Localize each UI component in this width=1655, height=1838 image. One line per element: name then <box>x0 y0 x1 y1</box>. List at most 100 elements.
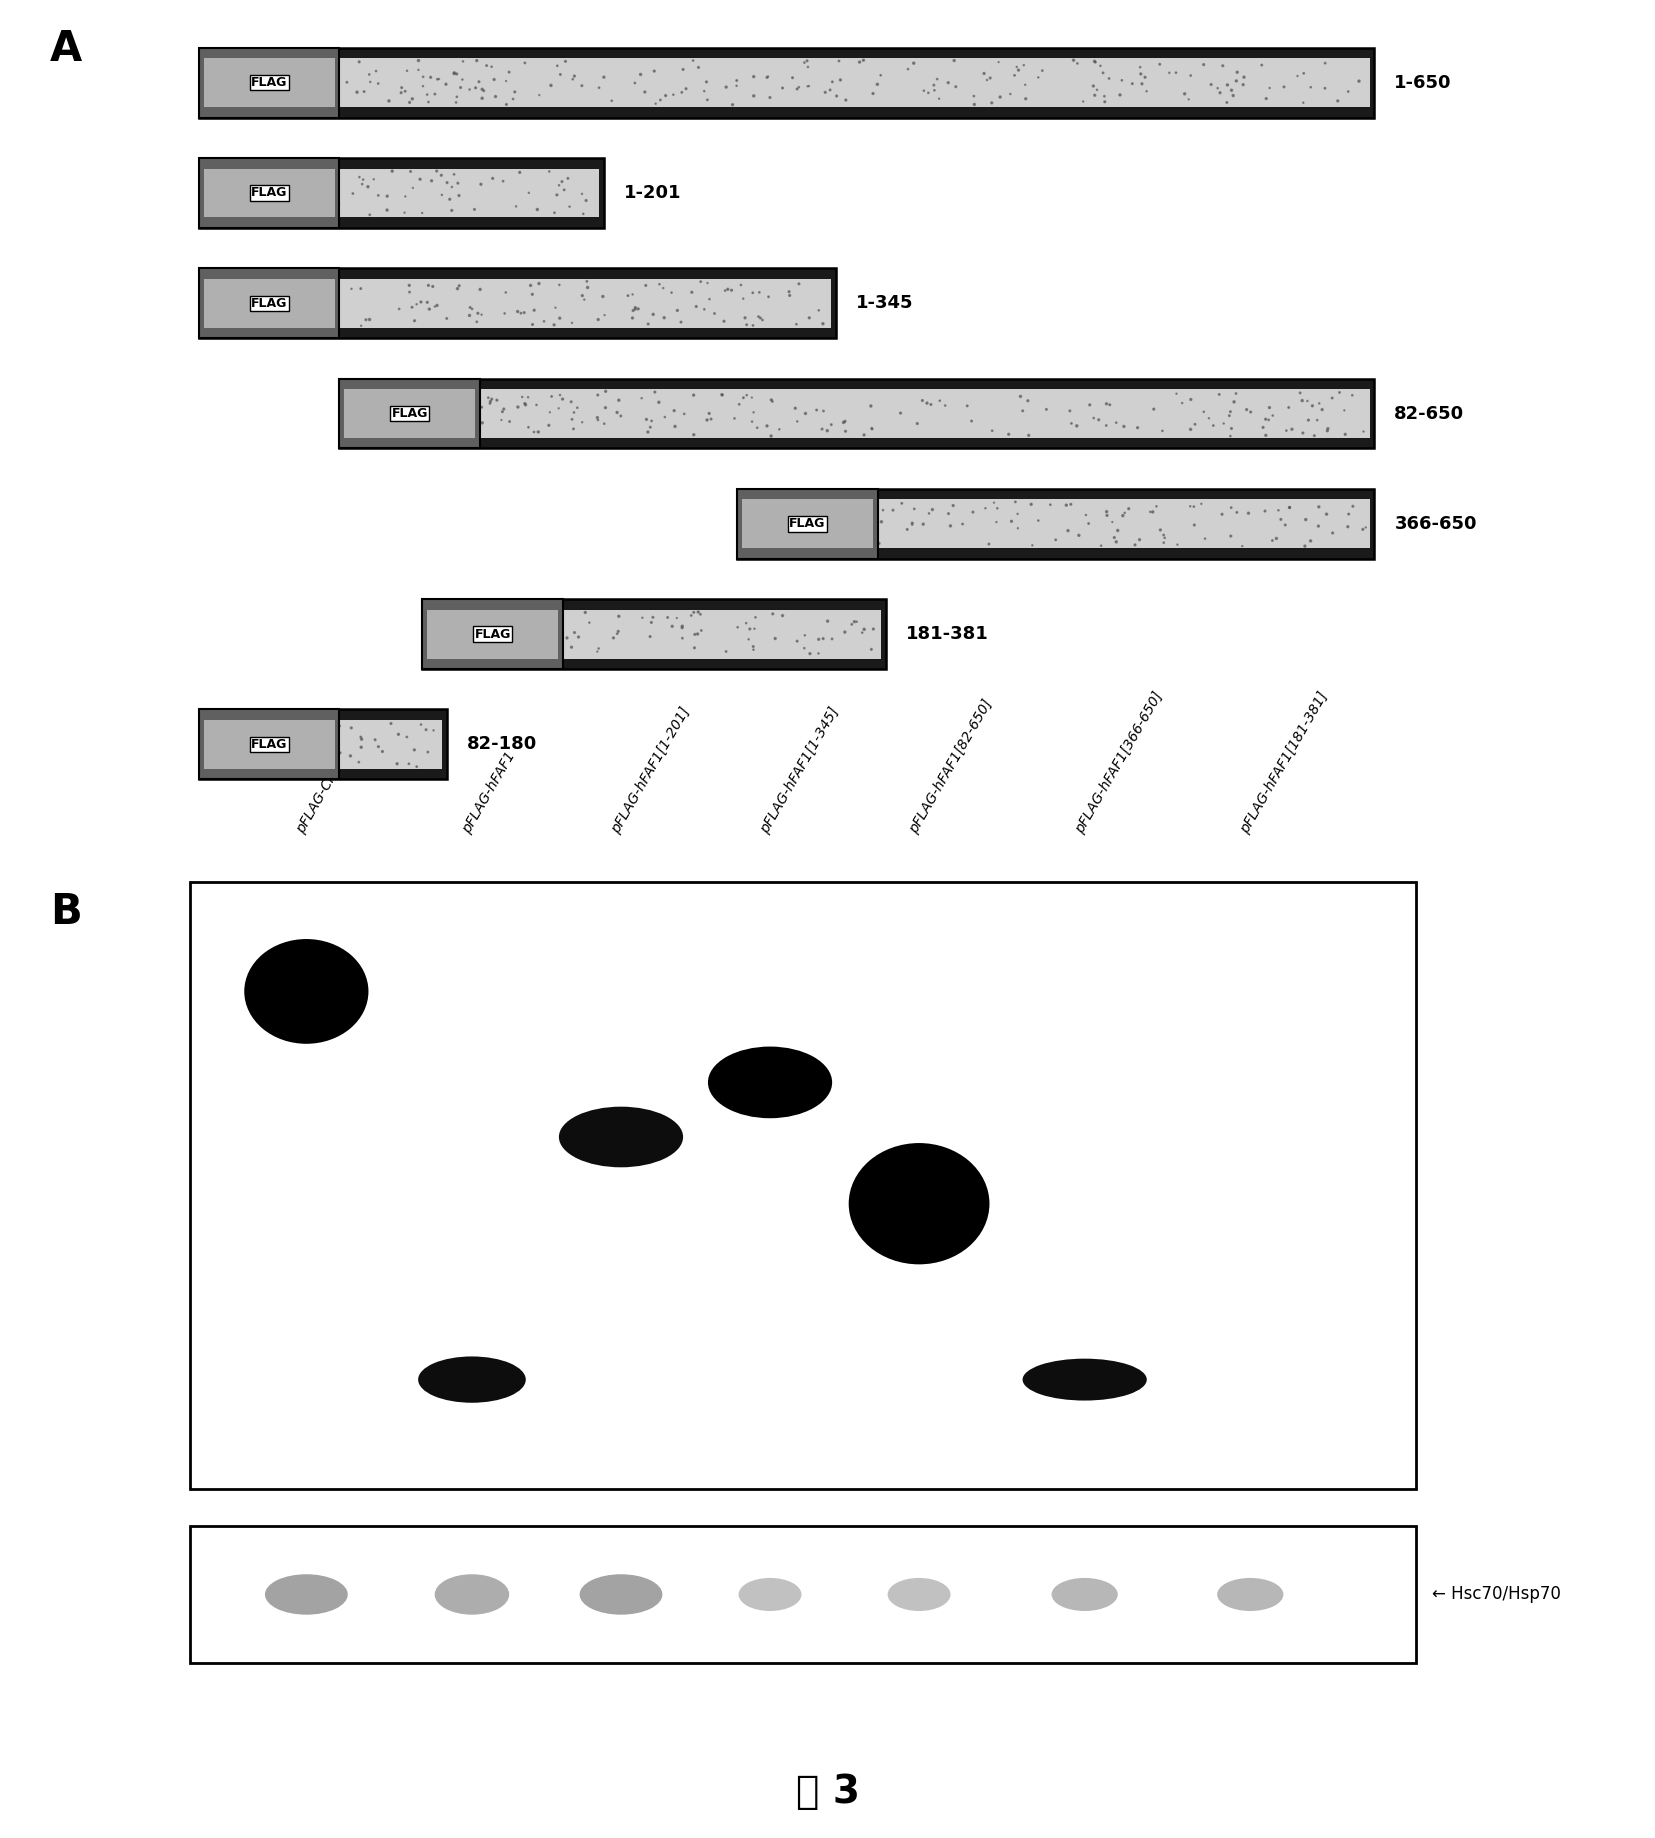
Point <box>293 173 319 202</box>
Point <box>391 199 417 228</box>
Bar <box>204 720 334 768</box>
Point <box>996 79 1023 108</box>
Point <box>501 77 528 107</box>
Point <box>645 270 672 300</box>
Point <box>1182 410 1208 439</box>
Point <box>723 612 750 641</box>
Point <box>546 380 573 410</box>
Point <box>407 709 434 739</box>
Point <box>558 404 584 434</box>
Point <box>725 390 751 419</box>
Point <box>775 278 801 307</box>
Point <box>258 285 285 314</box>
Point <box>859 414 885 443</box>
Point <box>482 612 508 641</box>
Point <box>619 296 645 325</box>
Point <box>326 189 353 219</box>
Point <box>387 77 414 107</box>
Point <box>1352 513 1379 542</box>
Point <box>887 399 914 428</box>
Point <box>1125 53 1152 83</box>
Point <box>1286 379 1312 408</box>
Point <box>1289 419 1316 448</box>
Bar <box>204 59 334 107</box>
Point <box>713 72 740 101</box>
Point <box>771 494 798 524</box>
Point <box>923 64 950 94</box>
Point <box>1081 46 1107 75</box>
Point <box>857 414 884 443</box>
Point <box>253 719 280 748</box>
Point <box>1259 401 1286 430</box>
Point <box>942 72 968 101</box>
Point <box>1024 62 1051 92</box>
Point <box>561 397 588 426</box>
Point <box>346 748 372 777</box>
Point <box>1203 74 1230 103</box>
Point <box>639 300 665 329</box>
Point <box>1003 500 1029 529</box>
Point <box>680 632 707 662</box>
Point <box>1220 81 1246 110</box>
Point <box>1223 66 1250 96</box>
Point <box>1192 524 1218 553</box>
Point <box>392 377 419 406</box>
Point <box>627 384 654 414</box>
Text: pFLAG-hFAF1[82-650]: pFLAG-hFAF1[82-650] <box>907 697 995 836</box>
Point <box>346 408 372 437</box>
Point <box>748 305 775 335</box>
Point <box>770 511 796 540</box>
Point <box>554 164 581 193</box>
Point <box>1132 77 1158 107</box>
Text: pFLAG-hFAF1[1-201]: pFLAG-hFAF1[1-201] <box>609 706 692 836</box>
Point <box>869 496 895 526</box>
Point <box>634 309 660 338</box>
Bar <box>199 158 604 228</box>
Point <box>396 278 422 307</box>
Bar <box>422 599 563 669</box>
Point <box>730 382 756 412</box>
Point <box>740 311 766 340</box>
Point <box>1296 526 1322 555</box>
Point <box>195 88 222 118</box>
Point <box>637 406 664 436</box>
Point <box>286 744 313 774</box>
Point <box>852 516 879 546</box>
Point <box>356 200 382 230</box>
Point <box>238 303 265 333</box>
Point <box>399 173 425 202</box>
Point <box>1091 86 1117 116</box>
Point <box>326 739 353 768</box>
Text: A: A <box>50 28 81 70</box>
Point <box>1155 59 1182 88</box>
Point <box>478 384 505 414</box>
Point <box>1339 380 1365 410</box>
Point <box>1195 404 1221 434</box>
Point <box>1140 395 1167 425</box>
Point <box>556 191 583 221</box>
Point <box>859 614 885 643</box>
Point <box>758 498 784 528</box>
Point <box>405 55 432 85</box>
Point <box>306 303 333 333</box>
Point <box>758 386 784 415</box>
Point <box>743 414 770 443</box>
Point <box>217 51 243 81</box>
Bar <box>204 169 334 217</box>
Ellipse shape <box>558 1106 682 1167</box>
Point <box>1092 410 1119 439</box>
Point <box>546 61 573 90</box>
Point <box>457 301 483 331</box>
Point <box>470 75 496 105</box>
Point <box>1274 393 1301 423</box>
Point <box>425 601 452 630</box>
Point <box>1248 50 1274 79</box>
Point <box>248 90 275 119</box>
Point <box>940 46 967 75</box>
Point <box>1101 522 1127 551</box>
Point <box>849 618 875 647</box>
Point <box>1120 529 1147 559</box>
Point <box>1054 516 1081 546</box>
Point <box>935 498 962 528</box>
Point <box>399 292 425 322</box>
